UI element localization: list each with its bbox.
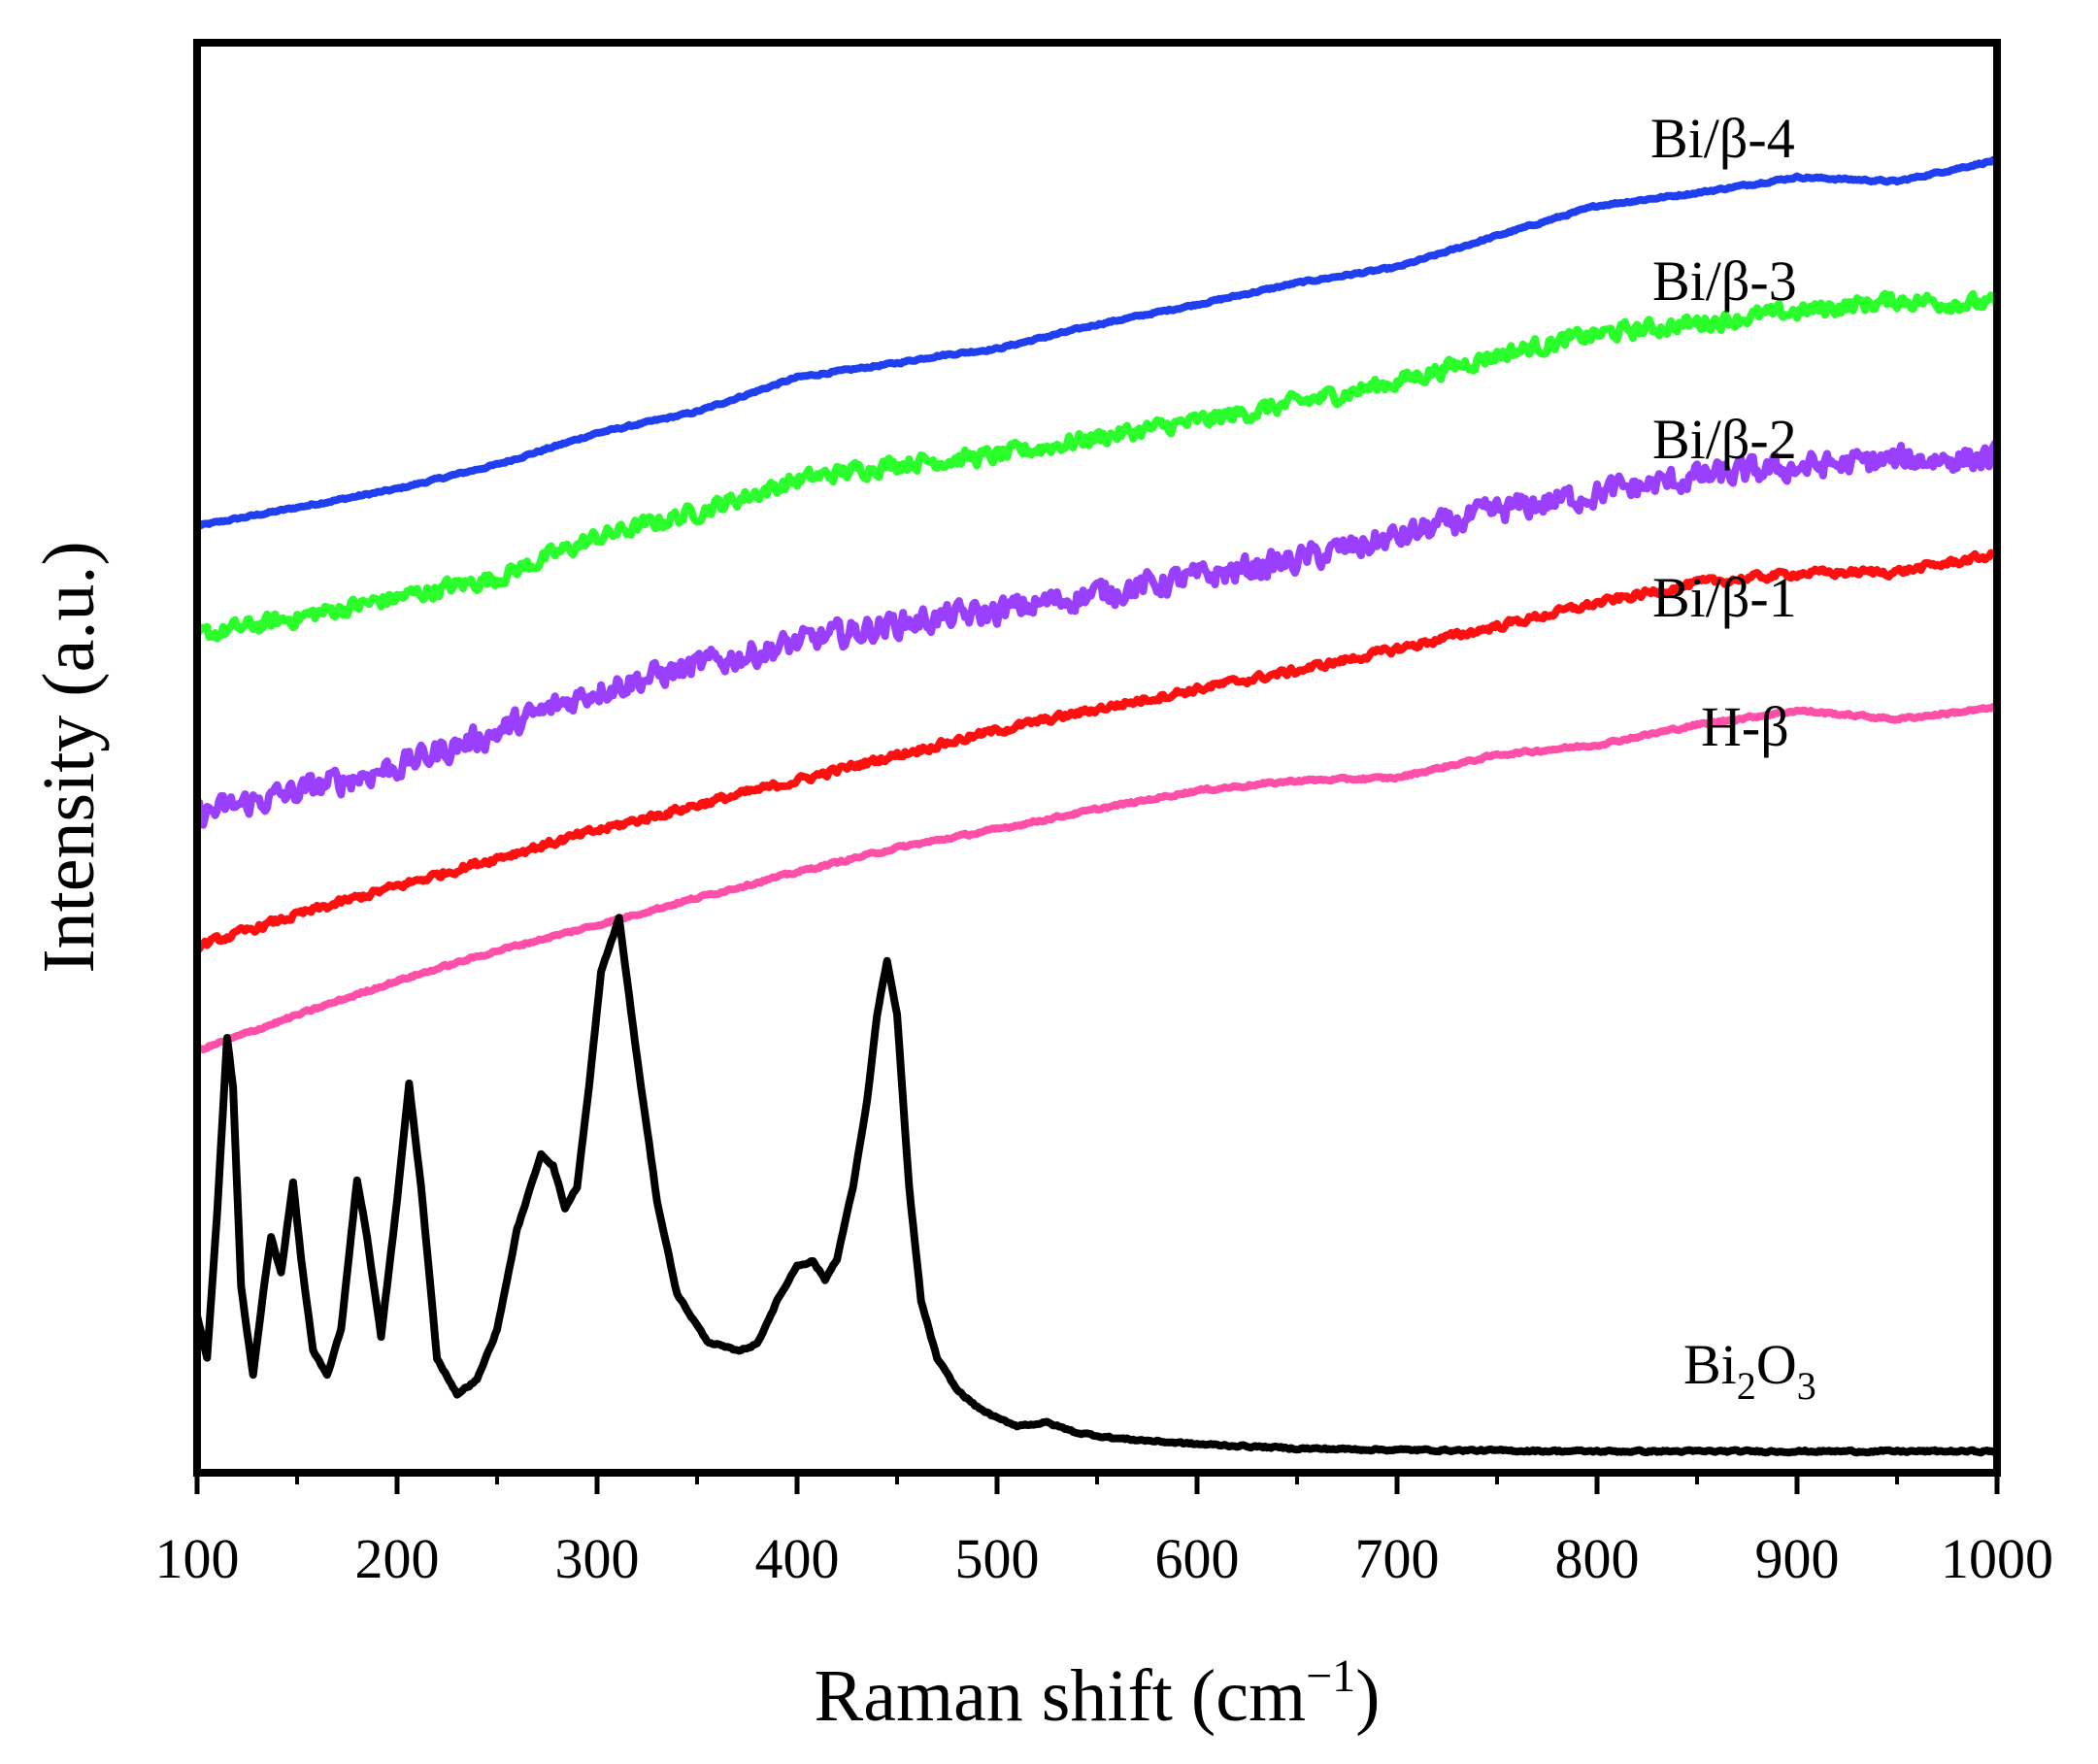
label-bi-beta-2: Bi/β-2 <box>1652 408 1797 471</box>
label-bi-beta-1: Bi/β-1 <box>1652 566 1797 629</box>
x-tick-label-500: 500 <box>955 1527 1040 1590</box>
x-tick-label-900: 900 <box>1755 1527 1840 1590</box>
x-axis-title-sup: −1 <box>1306 1650 1355 1702</box>
label-h-beta: H-β <box>1701 695 1789 758</box>
series-line-0 <box>193 154 2001 530</box>
x-tick-label-300: 300 <box>555 1527 640 1590</box>
label-bi-beta-3: Bi/β-3 <box>1652 250 1797 313</box>
x-tick-label-700: 700 <box>1355 1527 1440 1590</box>
label-bi2o3: Bi2O3 <box>1683 1333 1816 1408</box>
x-tick-label-800: 800 <box>1555 1527 1640 1590</box>
series-layer <box>193 154 2001 1457</box>
x-axis-title-main: Raman shift (cm <box>815 1655 1307 1737</box>
series-line-1 <box>193 289 2001 643</box>
label-bi2o3-o: O <box>1756 1333 1797 1396</box>
label-bi2o3-bi: Bi <box>1683 1333 1737 1396</box>
series-line-4 <box>193 703 2001 1054</box>
y-axis-title: Intensity (a.u.) <box>28 541 110 973</box>
x-tick-label-100: 100 <box>155 1527 240 1590</box>
x-tick-label-1000: 1000 <box>1941 1527 2053 1590</box>
series-line-5 <box>193 914 2001 1457</box>
x-tick-label-600: 600 <box>1155 1527 1240 1590</box>
label-bi-beta-4: Bi/β-4 <box>1650 107 1795 170</box>
x-ticks: 100 200 300 400 500 600 700 800 900 1000 <box>155 1473 2053 1590</box>
series-line-3 <box>193 549 2001 954</box>
x-axis-title: Raman shift (cm−1) <box>815 1650 1381 1737</box>
x-tick-label-200: 200 <box>355 1527 440 1590</box>
x-axis-title-close: ) <box>1355 1655 1380 1737</box>
x-tick-label-400: 400 <box>755 1527 840 1590</box>
label-bi2o3-sub2: 2 <box>1737 1364 1756 1408</box>
series-line-2 <box>193 437 2001 829</box>
label-bi2o3-sub3: 3 <box>1797 1364 1816 1408</box>
